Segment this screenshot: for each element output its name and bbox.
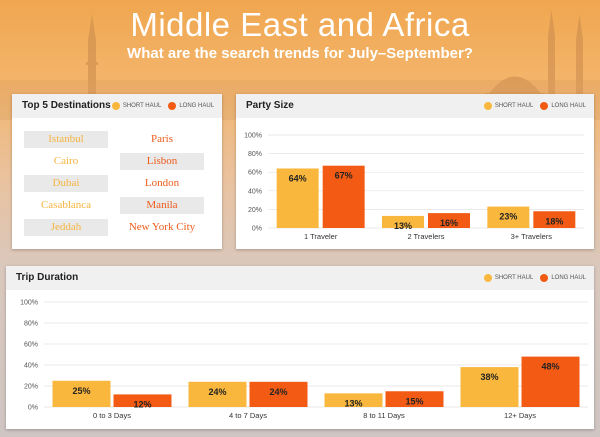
legend-item-short-haul: SHORT HAUL [483,274,534,282]
y-tick-label: 20% [248,207,262,214]
card-header: Party Size SHORT HAUL LONG HAUL [236,94,594,118]
x-category-label: 4 to 7 Days [229,411,267,420]
bar [460,367,519,407]
legend-item-long-haul: LONG HAUL [540,102,586,110]
x-category-label: 3+ Travelers [511,232,553,241]
short-haul-dot-icon [483,274,492,282]
data-label: 15% [405,396,423,406]
legend-item-long-haul: LONG HAUL [168,102,214,110]
destination-long-haul: Manila [120,197,204,214]
long-haul-dot-icon [168,102,177,110]
y-tick-label: 80% [248,151,262,158]
bar [533,211,576,228]
legend-item-long-haul: LONG HAUL [540,274,586,282]
bar [52,380,111,407]
x-category-label: 12+ Days [504,411,536,420]
legend: SHORT HAUL LONG HAUL [477,274,586,282]
card-title: Top 5 Destinations [22,100,111,111]
y-tick-label: 0% [252,226,262,233]
short-haul-dot-icon [111,102,120,110]
party-size-chart: 100% 80% 60% 40% 20% 0% 64% 67% 1 Traveler 13% 16%… [244,133,584,241]
data-label: 12% [133,399,151,409]
destination-short-haul: Jeddah [24,219,108,236]
y-tick-label: 40% [24,363,38,370]
destination-long-haul: Paris [151,133,173,145]
destination-short-haul: Istanbul [24,131,108,148]
x-category-label: 2 Travelers [407,232,444,241]
y-tick-label: 100% [20,300,38,307]
card-title: Party Size [246,100,294,111]
short-haul-dot-icon [483,102,492,110]
destination-short-haul: Casablanca [40,199,92,211]
card-header: Trip Duration SHORT HAUL LONG HAUL [6,266,594,290]
data-label: 48% [541,362,559,372]
y-tick-label: 40% [248,188,262,195]
legend: SHORT HAUL LONG HAUL [105,102,214,110]
legend-item-short-haul: SHORT HAUL [111,102,162,110]
legend-item-short-haul: SHORT HAUL [483,102,534,110]
x-category-label: 1 Traveler [304,232,338,241]
trip-duration-chart: 100% 80% 60% 40% 20% 0% 25% 12%0 to 3 Days 24% 24… [20,300,588,420]
y-tick-label: 80% [24,321,38,328]
trip-duration-card: Trip Duration SHORT HAUL LONG HAUL 100% 8… [6,266,594,429]
destination-long-haul: New York City [128,221,196,233]
bar [428,213,470,228]
destination-long-haul: London [144,177,180,189]
data-label: 24% [269,387,287,397]
x-category-label: 0 to 3 Days [93,411,131,420]
long-haul-dot-icon [540,102,549,110]
y-tick-label: 60% [24,342,38,349]
top-destinations-card: Top 5 Destinations SHORT HAUL LONG HAUL … [12,94,222,249]
data-label: 67% [335,171,353,181]
bar [276,168,319,228]
destination-long-haul: Lisbon [120,153,204,170]
data-label: 16% [440,218,458,228]
data-label: 18% [545,216,563,226]
page-subtitle: What are the search trends for July–Sept… [127,45,473,62]
destination-short-haul: Cairo [53,155,79,167]
bar [188,381,247,407]
data-label: 25% [72,386,90,396]
data-label: 23% [499,212,517,222]
legend: SHORT HAUL LONG HAUL [477,102,586,110]
data-label: 13% [344,398,362,408]
y-tick-label: 100% [244,133,262,140]
bar [521,356,580,407]
x-category-label: 8 to 11 Days [363,411,405,420]
bar [487,206,530,228]
legend-label: SHORT HAUL [494,275,534,281]
long-haul-dot-icon [540,274,549,282]
page-title: Middle East and Africa [130,6,470,43]
data-label: 38% [480,372,498,382]
party-size-card: Party Size SHORT HAUL LONG HAUL 100% 80% 6… [236,94,594,249]
bar [324,393,383,407]
legend-label: SHORT HAUL [494,103,534,109]
legend-label: LONG HAUL [179,103,214,109]
data-label: 13% [394,221,412,231]
card-header: Top 5 Destinations SHORT HAUL LONG HAUL [12,94,222,118]
destination-short-haul: Dubai [24,175,108,192]
bar [113,394,172,407]
bar [382,215,424,228]
y-tick-label: 0% [28,405,38,412]
legend-label: LONG HAUL [551,103,586,109]
y-tick-label: 20% [24,384,38,391]
legend-label: LONG HAUL [551,275,586,281]
legend-label: SHORT HAUL [122,103,162,109]
data-label: 24% [208,387,226,397]
bar [249,381,308,407]
y-tick-label: 60% [248,170,262,177]
bar [322,165,365,228]
bar [385,391,444,407]
card-title: Trip Duration [16,272,79,283]
data-label: 64% [289,173,307,183]
